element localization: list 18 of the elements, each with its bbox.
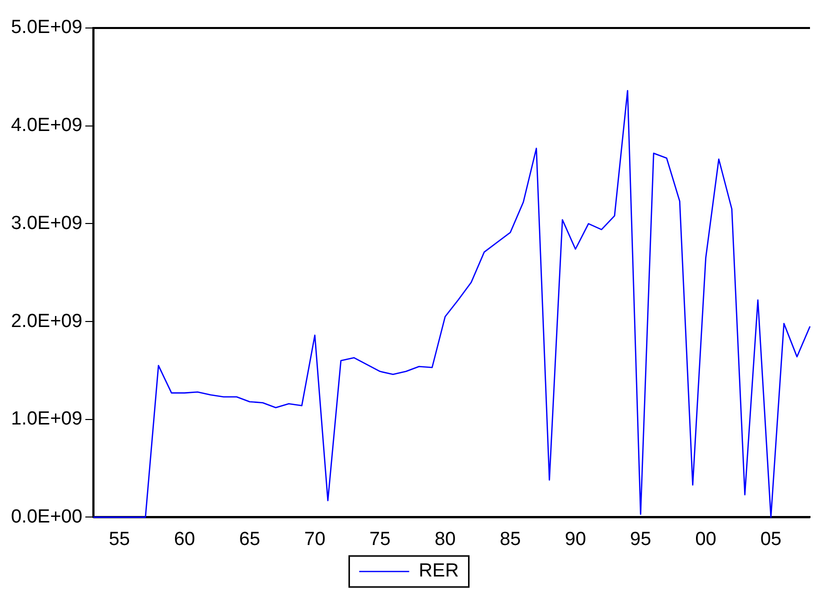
x-tick-label: 65 — [239, 528, 260, 550]
x-tick-label: 90 — [564, 528, 586, 550]
y-tick-label: 2.0E+09 — [10, 310, 82, 332]
x-tick-label: 00 — [695, 528, 716, 550]
x-tick-label: 95 — [630, 528, 652, 550]
y-tick-label: 5.0E+09 — [10, 17, 82, 38]
x-tick-label: 60 — [174, 528, 196, 550]
x-tick-label: 55 — [108, 528, 130, 550]
x-tick-label: 70 — [304, 528, 326, 550]
y-tick-label: 0.0E+00 — [10, 506, 82, 528]
x-tick-label: 05 — [760, 528, 782, 550]
y-tick-label: 1.0E+09 — [10, 408, 82, 430]
x-tick-label: 75 — [369, 528, 391, 550]
x-tick-label: 85 — [500, 528, 521, 550]
y-tick-label: 4.0E+09 — [10, 115, 82, 136]
y-tick-label: 3.0E+09 — [10, 212, 82, 234]
x-tick-label: 80 — [434, 528, 456, 550]
legend-label: RER — [418, 560, 459, 582]
